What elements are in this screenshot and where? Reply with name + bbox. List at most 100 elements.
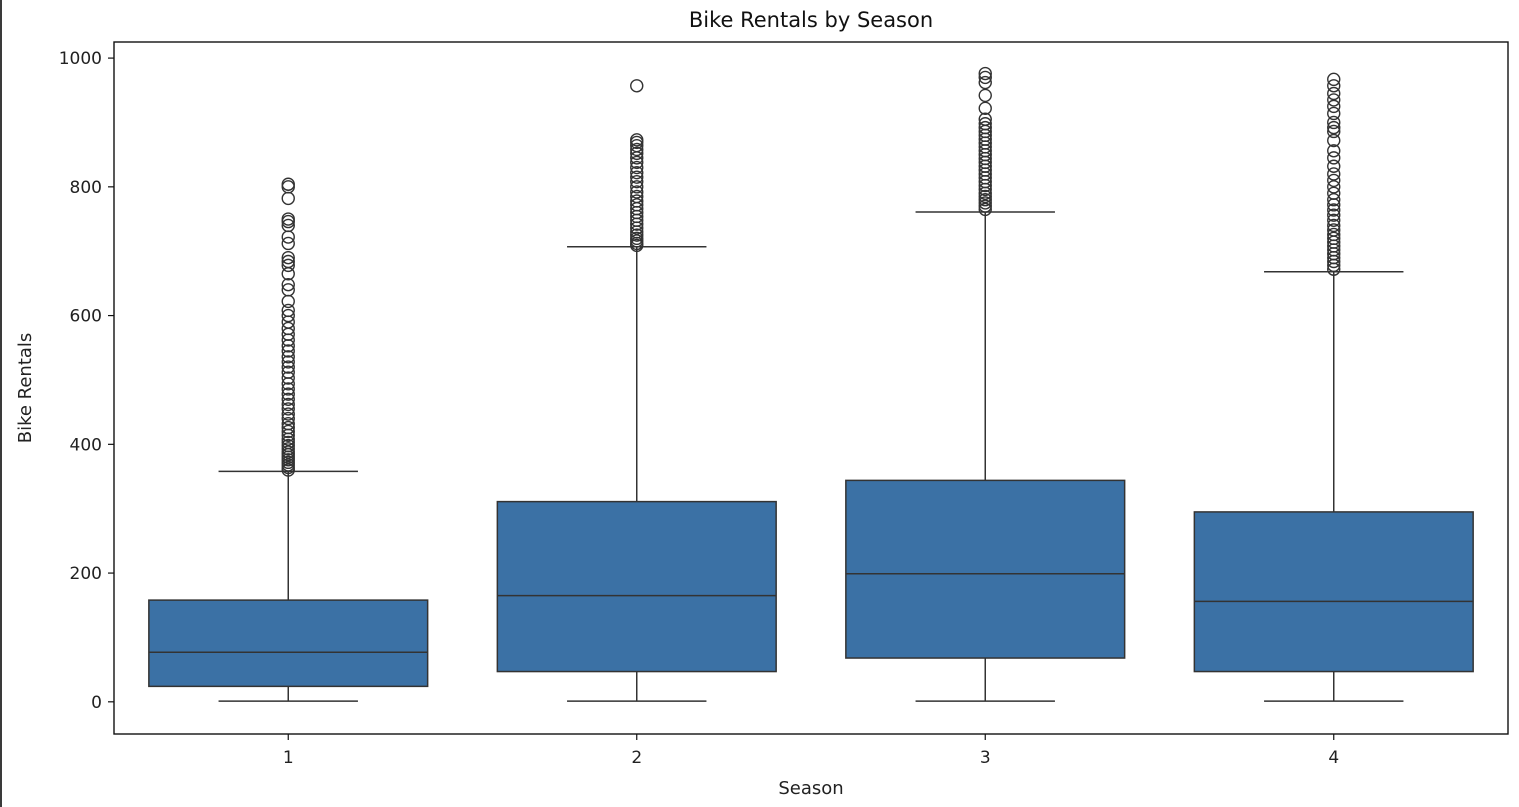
outlier-point <box>1327 133 1341 148</box>
outlier-point <box>281 382 295 396</box>
outlier-point <box>978 196 992 210</box>
x-tick-label: 2 <box>631 748 642 768</box>
x-axis: 1 2 3 4 <box>283 734 1339 768</box>
box-group-season-1 <box>148 177 429 702</box>
outlier-point <box>281 424 295 439</box>
outlier-point <box>630 189 644 204</box>
outlier-point <box>281 387 295 401</box>
outlier-point <box>281 397 295 412</box>
x-axis-title: Season <box>778 778 843 799</box>
y-axis: 0 200 400 600 800 1000 <box>59 49 114 713</box>
outlier-point <box>281 177 295 191</box>
outlier-point <box>630 160 644 175</box>
outlier-point <box>281 417 295 431</box>
outlier-point <box>630 146 644 161</box>
outlier-point <box>978 101 992 116</box>
outlier-point <box>281 321 295 336</box>
outlier-point <box>630 185 644 199</box>
iqr-box <box>845 479 1126 659</box>
outlier-point <box>281 438 295 453</box>
box-series <box>148 66 1474 702</box>
y-tick-label: 600 <box>70 307 102 327</box>
iqr-box <box>496 500 777 673</box>
y-tick-label: 1000 <box>59 49 102 69</box>
outlier-point <box>630 165 644 180</box>
outlier-point <box>281 420 295 435</box>
outlier-point <box>1327 124 1341 139</box>
outlier-point <box>1327 203 1341 217</box>
outlier-point <box>281 350 295 364</box>
outlier-point <box>630 228 644 242</box>
outlier-point <box>1327 115 1341 130</box>
outlier-point <box>281 283 295 297</box>
y-tick-label: 400 <box>70 435 102 455</box>
outlier-point <box>630 155 644 170</box>
outlier-point <box>978 193 992 207</box>
x-tick-label: 1 <box>283 748 294 768</box>
outlier-point <box>1327 144 1341 158</box>
outlier-point <box>281 344 295 358</box>
outlier-point <box>978 70 992 85</box>
outlier-point <box>630 231 644 246</box>
outlier-point <box>281 218 295 233</box>
outlier-point <box>281 442 295 456</box>
box-group-season-2 <box>496 79 777 702</box>
outlier-point <box>630 138 644 153</box>
outlier-point <box>978 88 992 103</box>
outlier-point <box>281 191 295 206</box>
outlier-point <box>281 411 295 426</box>
outlier-point <box>281 294 295 309</box>
box-group-season-4 <box>1193 72 1474 702</box>
outlier-point <box>281 180 295 194</box>
outlier-point <box>630 79 644 93</box>
outlier-point <box>978 202 992 217</box>
outlier-point <box>1327 193 1341 207</box>
outlier-point <box>1327 223 1341 237</box>
outlier-point <box>630 133 644 147</box>
outlier-point <box>281 402 295 416</box>
outlier-point <box>281 435 295 450</box>
outlier-point <box>281 308 295 323</box>
outlier-point <box>978 120 992 135</box>
outlier-point <box>281 392 295 406</box>
outlier-point <box>281 254 295 269</box>
outlier-point <box>281 365 295 379</box>
y-tick-label: 0 <box>91 693 102 713</box>
y-tick-label: 200 <box>70 564 102 584</box>
outlier-point <box>1327 180 1341 194</box>
outlier-point <box>1327 86 1341 101</box>
outlier-point <box>281 445 295 459</box>
iqr-box <box>1193 511 1474 673</box>
outlier-point <box>978 117 992 131</box>
outlier-point <box>281 250 295 265</box>
outlier-point <box>281 371 295 385</box>
x-tick-label: 4 <box>1328 748 1339 768</box>
outlier-point <box>281 355 295 369</box>
box-group-season-3 <box>845 66 1126 702</box>
outlier-point <box>1327 231 1341 246</box>
outlier-point <box>1327 106 1341 121</box>
x-tick-label: 3 <box>980 748 991 768</box>
outlier-point <box>630 142 644 157</box>
outlier-point <box>630 180 644 194</box>
y-axis-title: Bike Rentals <box>15 333 36 444</box>
chart-title: Bike Rentals by Season <box>689 8 933 32</box>
outlier-point <box>630 135 644 150</box>
outlier-point <box>1327 120 1341 135</box>
outlier-point <box>630 198 644 212</box>
outlier-point <box>281 258 295 273</box>
outlier-point <box>1327 208 1341 222</box>
outlier-point <box>1327 186 1341 200</box>
outlier-point <box>1327 99 1341 114</box>
outlier-point <box>630 174 644 189</box>
outlier-point <box>281 407 295 421</box>
y-tick-label: 800 <box>70 178 102 198</box>
outlier-point <box>281 236 295 251</box>
outlier-point <box>630 170 644 184</box>
outlier-point <box>978 66 992 81</box>
outlier-point <box>281 277 295 292</box>
outlier-point <box>281 303 295 318</box>
outlier-point <box>1327 227 1341 242</box>
outlier-point <box>1327 72 1341 87</box>
